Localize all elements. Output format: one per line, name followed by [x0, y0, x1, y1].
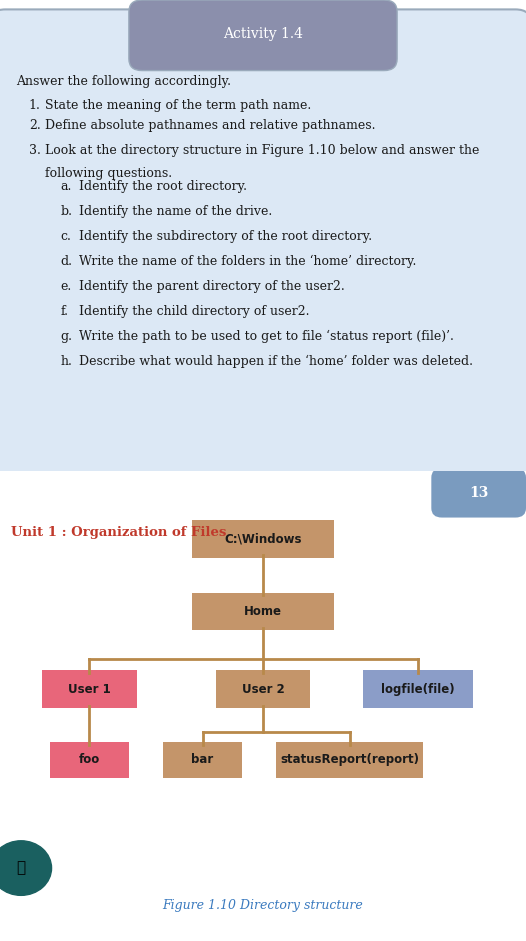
Text: State the meaning of the term path name.: State the meaning of the term path name. [45, 99, 311, 112]
FancyBboxPatch shape [216, 671, 310, 708]
FancyBboxPatch shape [192, 593, 334, 630]
Text: d.: d. [60, 255, 73, 268]
Text: User 1: User 1 [68, 683, 111, 695]
FancyBboxPatch shape [431, 468, 526, 518]
FancyBboxPatch shape [0, 9, 526, 475]
Text: C:\Windows: C:\Windows [224, 533, 302, 545]
Text: Define absolute pathnames and relative pathnames.: Define absolute pathnames and relative p… [45, 119, 375, 132]
Text: 2.: 2. [29, 119, 41, 132]
Text: h.: h. [60, 355, 73, 368]
Text: bar: bar [191, 754, 214, 766]
Text: foo: foo [79, 754, 100, 766]
FancyBboxPatch shape [50, 742, 129, 777]
Text: a.: a. [60, 181, 72, 193]
Text: following questions.: following questions. [45, 167, 172, 180]
Text: Answer the following accordingly.: Answer the following accordingly. [16, 75, 231, 88]
Text: 🤖: 🤖 [16, 861, 26, 875]
Text: logfile(file): logfile(file) [381, 683, 455, 695]
FancyBboxPatch shape [42, 671, 137, 708]
Text: statusReport(report): statusReport(report) [280, 754, 419, 766]
Text: f.: f. [60, 305, 68, 318]
Text: Figure 1.10 Directory structure: Figure 1.10 Directory structure [163, 900, 363, 912]
Text: Home: Home [244, 605, 282, 618]
Text: Describe what would happen if the ‘home’ folder was deleted.: Describe what would happen if the ‘home’… [79, 355, 473, 368]
Text: Write the path to be used to get to file ‘status report (file)’.: Write the path to be used to get to file… [79, 330, 454, 343]
Text: Look at the directory structure in Figure 1.10 below and answer the: Look at the directory structure in Figur… [45, 144, 479, 156]
Text: g.: g. [60, 330, 73, 343]
Text: 3.: 3. [29, 144, 41, 156]
Text: b.: b. [60, 205, 73, 218]
FancyBboxPatch shape [363, 671, 473, 708]
Circle shape [0, 841, 52, 896]
Text: Write the name of the folders in the ‘home’ directory.: Write the name of the folders in the ‘ho… [79, 255, 416, 268]
Text: Activity 1.4: Activity 1.4 [223, 27, 303, 40]
Text: Identify the child directory of user2.: Identify the child directory of user2. [79, 305, 309, 318]
Text: User 2: User 2 [241, 683, 285, 695]
FancyBboxPatch shape [192, 519, 334, 557]
Text: Unit 1 : Organization of Files: Unit 1 : Organization of Files [11, 526, 226, 539]
Text: 1.: 1. [29, 99, 41, 112]
Text: Identify the root directory.: Identify the root directory. [79, 181, 247, 193]
FancyBboxPatch shape [276, 742, 423, 777]
Text: 13: 13 [469, 486, 488, 500]
Text: Identify the name of the drive.: Identify the name of the drive. [79, 205, 272, 218]
FancyBboxPatch shape [163, 742, 242, 777]
Text: Identify the parent directory of the user2.: Identify the parent directory of the use… [79, 280, 345, 293]
Text: c.: c. [60, 230, 72, 243]
Text: e.: e. [60, 280, 72, 293]
Text: Identify the subdirectory of the root directory.: Identify the subdirectory of the root di… [79, 230, 372, 243]
FancyBboxPatch shape [129, 0, 397, 71]
